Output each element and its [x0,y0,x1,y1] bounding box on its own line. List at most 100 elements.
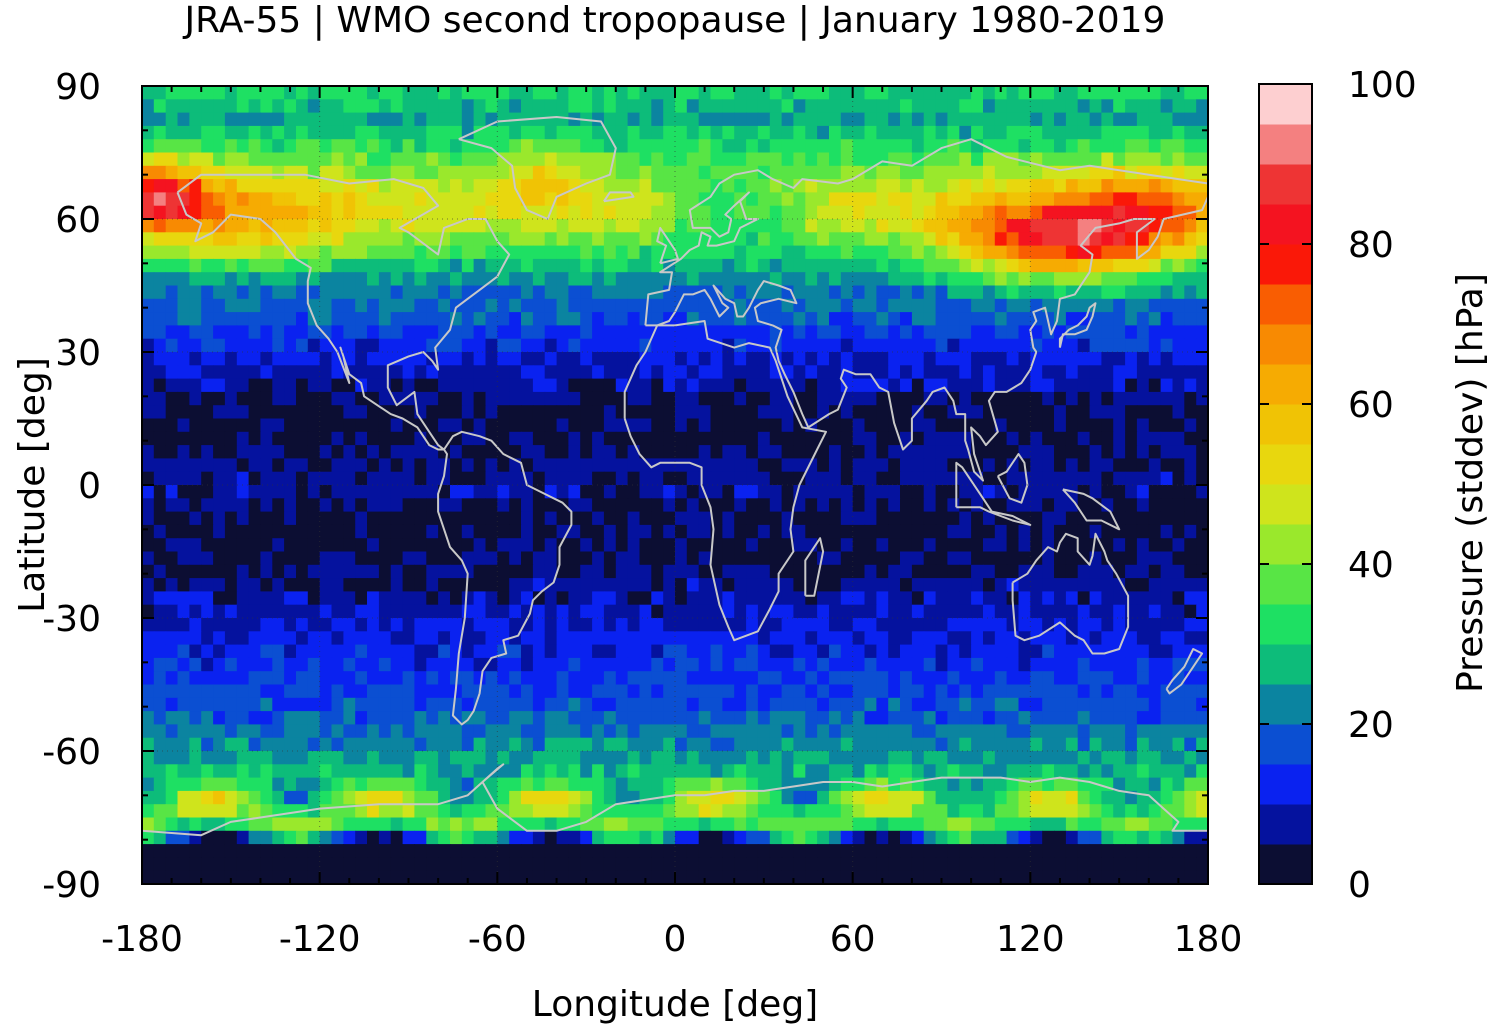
heatmap-cell [651,684,664,699]
heatmap-cell [592,431,605,446]
heatmap-cell [722,804,735,819]
heatmap-cell [698,764,712,779]
heatmap-cell [426,777,439,792]
heatmap-cell [1065,338,1079,353]
heatmap-cell [568,445,581,459]
heatmap-cell [1006,737,1019,752]
heatmap-cell [1030,445,1043,459]
heatmap-cell [1113,125,1126,140]
heatmap-cell [935,604,948,619]
heatmap-cell [1160,777,1173,792]
heatmap-cell [769,804,783,819]
heatmap-cell [805,99,818,114]
heatmap-cell [781,711,794,725]
heatmap-cell [1006,365,1019,380]
heatmap-cell [284,86,297,100]
heatmap-cell [532,538,546,553]
heatmap-cell [532,737,546,752]
heatmap-cell [1136,578,1150,592]
heatmap-cell [959,125,972,140]
heatmap-cell [319,790,333,805]
heatmap-cell [248,272,261,287]
heatmap-cell [532,684,546,699]
heatmap-cell [757,657,771,672]
heatmap-cell [319,298,333,313]
heatmap-cell [189,298,202,313]
heatmap-cell [1089,165,1102,180]
heatmap-cell [201,551,214,566]
heatmap-cell [378,485,392,499]
heatmap-cell [592,418,605,433]
heatmap-cell [142,391,155,406]
heatmap-cell [213,365,226,380]
heatmap-cell [260,817,273,832]
heatmap-cell [414,378,427,393]
heatmap-cell [627,86,640,100]
heatmap-cell [438,817,451,832]
heatmap-cell [864,538,877,553]
heatmap-cell [426,285,439,300]
heatmap-cell [876,325,889,340]
heatmap-cell [142,99,155,114]
heatmap-cell [1065,684,1079,699]
heatmap-cell [722,219,735,233]
heatmap-cell [935,192,948,207]
heatmap-cell [983,564,996,579]
heatmap-cell [224,551,238,566]
heatmap-cell [817,804,830,819]
heatmap-cell [651,365,664,380]
heatmap-cell [177,431,190,446]
heatmap-cell [793,578,806,592]
heatmap-cell [947,272,960,287]
heatmap-cell [1054,511,1067,526]
heatmap-cell [1030,737,1043,752]
heatmap-cell [1172,631,1185,646]
heatmap-cell [757,684,771,699]
heatmap-cell [402,192,415,207]
heatmap-cell [888,219,901,233]
heatmap-cell [994,325,1008,340]
heatmap-cell [461,325,475,340]
heatmap-cell [686,445,700,459]
heatmap-cell [1196,125,1208,140]
heatmap-cell [1184,418,1197,433]
heatmap-cell [224,245,238,260]
heatmap-cell [1065,86,1079,100]
heatmap-cell [485,219,498,233]
heatmap-cell [923,232,937,247]
heatmap-cell [769,604,783,619]
heatmap-cell [1172,219,1185,233]
heatmap-cell [165,751,179,765]
heatmap-cell [1006,724,1019,739]
heatmap-cell [983,777,996,792]
heatmap-cell [213,538,226,553]
heatmap-cell [1113,86,1126,100]
heatmap-cell [805,671,818,686]
heatmap-cell [722,125,735,140]
heatmap-cell [1148,245,1162,260]
heatmap-cell [307,498,321,513]
heatmap-cell [189,671,202,686]
heatmap-cell [272,631,285,646]
heatmap-cell [236,152,250,167]
heatmap-cell [521,312,534,326]
heatmap-cell [769,724,783,739]
heatmap-cell [1042,764,1055,779]
heatmap-cell [331,245,344,260]
heatmap-cell [947,711,960,725]
heatmap-cell [900,485,913,499]
heatmap-cell [793,538,806,553]
heatmap-cell [864,298,877,313]
heatmap-cell [331,564,344,579]
heatmap-cell [473,564,486,579]
heatmap-cell [236,618,250,632]
heatmap-cell [485,325,498,340]
heatmap-cell [426,179,439,193]
heatmap-cell [1018,538,1031,553]
heatmap-cell [1184,232,1197,247]
heatmap-cell [224,391,238,406]
heatmap-cell [935,179,948,193]
heatmap-cell [1006,165,1019,180]
heatmap-cell [852,631,866,646]
heatmap-cell [331,418,344,433]
